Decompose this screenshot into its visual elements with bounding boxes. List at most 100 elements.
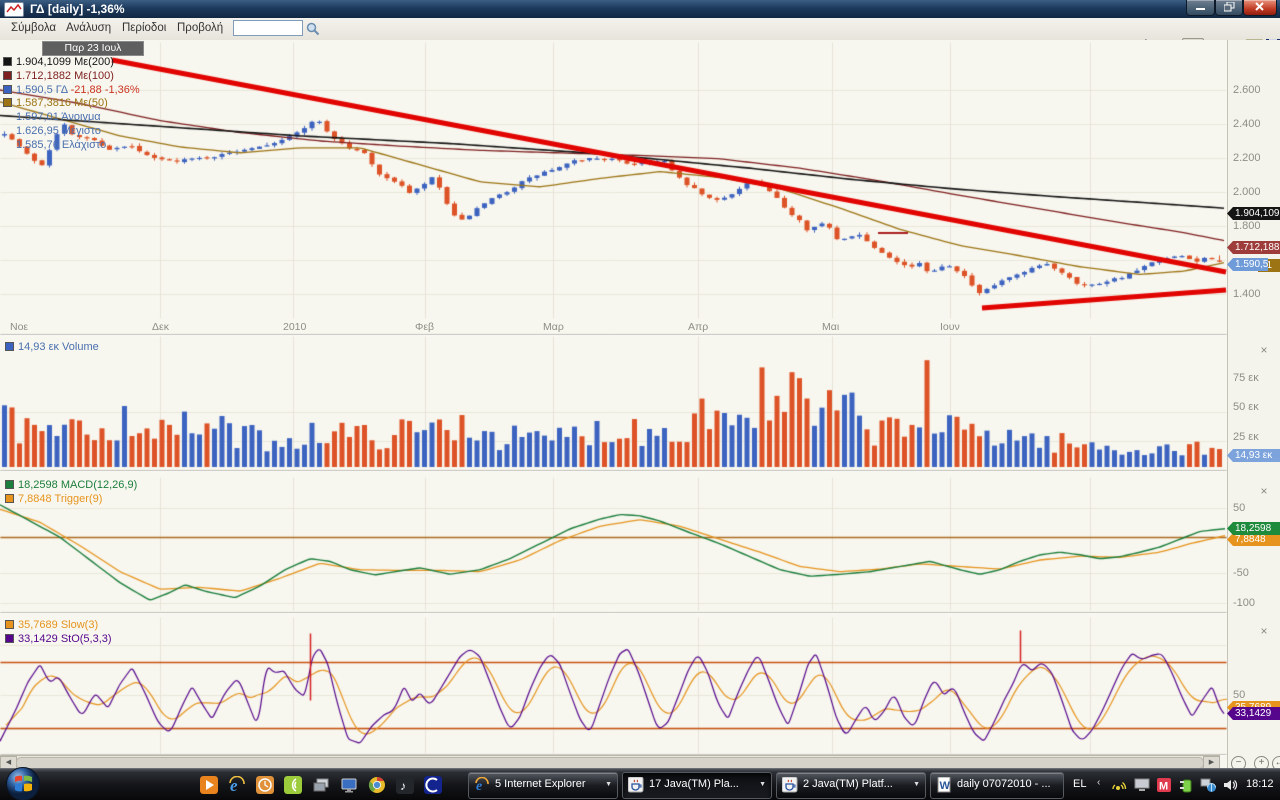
macd-axis-tick: -100 bbox=[1233, 597, 1256, 609]
time-axis-label: Νοε bbox=[10, 321, 29, 333]
minimize-button[interactable] bbox=[1186, 0, 1215, 16]
speaker-tray-icon[interactable] bbox=[1222, 777, 1239, 793]
price-axis-tick: 1.400 bbox=[1233, 288, 1261, 300]
green-app-icon[interactable] bbox=[284, 776, 302, 794]
network-tray-icon[interactable] bbox=[1200, 777, 1217, 793]
search-icon[interactable] bbox=[306, 22, 320, 41]
macd-axis-tick: -50 bbox=[1233, 567, 1249, 579]
media-play-icon[interactable] bbox=[200, 776, 218, 794]
slow-label: 35,7689 Slow(3) bbox=[5, 619, 98, 632]
taskbar-button-2[interactable]: 17 Java(TM) Pla... ▼ bbox=[622, 772, 772, 799]
price-axis-strip bbox=[1227, 40, 1280, 768]
remote-desktop-icon[interactable] bbox=[340, 776, 358, 794]
wireless-signal-tray-icon[interactable] bbox=[1112, 777, 1129, 793]
legend-swatch bbox=[3, 98, 12, 108]
svg-text:♪: ♪ bbox=[400, 779, 406, 793]
time-axis-label: Δεκ bbox=[152, 321, 169, 333]
volume-swatch bbox=[5, 342, 14, 351]
legend-row: 1.585,76 Ελάχιστο bbox=[16, 138, 107, 151]
java-icon bbox=[627, 776, 644, 793]
media-note-icon[interactable]: ♪ bbox=[396, 776, 414, 794]
close-button[interactable] bbox=[1243, 0, 1277, 16]
volume-axis-tick: 25 εκ bbox=[1233, 431, 1259, 443]
window-title: ΓΔ [daily] -1,36% bbox=[30, 2, 125, 16]
legend-swatch bbox=[3, 84, 12, 94]
last-price-tag: 1.590,5 bbox=[1227, 258, 1268, 271]
blue-c-app-icon[interactable] bbox=[424, 776, 442, 794]
chart-region: Παρ 23 Ιουλ 1.904,1099 Με(200) 1.712,1882… bbox=[0, 40, 1280, 771]
taskbar-button-label: 2 Java(TM) Platf... bbox=[803, 778, 893, 790]
volume-label: 14,93 εκ Volume bbox=[5, 341, 99, 354]
title-bar[interactable]: ΓΔ [daily] -1,36% bbox=[0, 0, 1280, 18]
legend-row: 1.904,1099 Με(200) bbox=[3, 56, 114, 69]
price-axis-tick: 1.800 bbox=[1233, 220, 1261, 232]
macd-tag: 18,2598 bbox=[1227, 522, 1280, 535]
restore-button[interactable] bbox=[1215, 0, 1243, 16]
svg-text:e: e bbox=[230, 776, 238, 794]
java-icon bbox=[781, 776, 798, 793]
sto-tag: 33,1429 bbox=[1227, 707, 1280, 720]
volume-panel-close-icon[interactable]: × bbox=[1260, 343, 1268, 357]
time-axis-label: 2010 bbox=[283, 321, 307, 333]
volume-axis-tick: 75 εκ bbox=[1233, 372, 1259, 384]
menu-item-2[interactable]: Ανάλυση bbox=[66, 22, 112, 34]
messenger-m-tray-icon[interactable]: M bbox=[1156, 777, 1173, 793]
internet-explorer-icon[interactable]: e bbox=[228, 776, 246, 794]
menu-item-1[interactable]: Σύμβολα bbox=[11, 22, 57, 34]
legend-row: 1.590,5 ΓΔ -21,88 -1,36% bbox=[3, 84, 140, 97]
taskbar-group-dropdown-icon[interactable]: ▼ bbox=[759, 781, 766, 788]
taskbar-group-dropdown-icon[interactable]: ▼ bbox=[605, 781, 612, 788]
ma200-price-tag: 1.904,109 bbox=[1227, 207, 1280, 220]
taskbar-group-dropdown-icon[interactable]: ▼ bbox=[913, 781, 920, 788]
tray-expand-chevron[interactable]: ‹ bbox=[1097, 777, 1101, 788]
taskbar-button-1[interactable]: e 5 Internet Explorer ▼ bbox=[468, 772, 618, 799]
macd-axis-tick: 50 bbox=[1233, 502, 1246, 514]
stoch-axis-tick: 50 bbox=[1233, 689, 1246, 701]
stoch-panel-close-icon[interactable]: × bbox=[1260, 624, 1268, 638]
svg-text:M: M bbox=[1159, 781, 1168, 793]
horizontal-scrollbar[interactable]: ◀ ▶ bbox=[0, 755, 1220, 770]
chart-canvas[interactable] bbox=[0, 40, 1227, 768]
slow-label-swatch bbox=[5, 620, 14, 629]
power-plug-tray-icon[interactable] bbox=[1178, 777, 1195, 793]
macd-label: 18,2598 MACD(12,26,9) bbox=[5, 479, 137, 492]
menu-item-4[interactable]: Προβολή bbox=[177, 22, 224, 34]
price-axis-tick: 2.600 bbox=[1233, 84, 1261, 96]
trigger-label-swatch bbox=[5, 494, 14, 503]
svg-text:W: W bbox=[940, 780, 951, 792]
time-axis-label: Απρ bbox=[688, 321, 709, 333]
macd-panel-close-icon[interactable]: × bbox=[1260, 484, 1268, 498]
app-chart-icon bbox=[4, 2, 24, 17]
start-button[interactable] bbox=[5, 766, 41, 800]
legend-row: 1.626,95 Μέγιστο bbox=[16, 125, 101, 137]
zoom-out-button[interactable]: − bbox=[1231, 756, 1246, 771]
language-indicator[interactable]: EL bbox=[1073, 778, 1087, 790]
clock-app-icon[interactable] bbox=[256, 776, 274, 794]
display-tray-icon[interactable] bbox=[1134, 777, 1151, 793]
time-axis-label: Μαρ bbox=[543, 321, 564, 333]
window-switcher-icon[interactable] bbox=[312, 776, 330, 794]
svg-text:e: e bbox=[476, 779, 482, 793]
volume-tag: 14,93 εκ bbox=[1227, 449, 1280, 462]
trigger-label: 7,8848 Trigger(9) bbox=[5, 493, 102, 506]
time-axis-label: Μαι bbox=[822, 321, 840, 333]
symbol-search-input[interactable] bbox=[233, 20, 303, 36]
legend-swatch bbox=[3, 70, 12, 80]
taskbar-clock[interactable]: 18:12 bbox=[1246, 778, 1274, 790]
price-axis-tick: 2.200 bbox=[1233, 152, 1261, 164]
ma100-price-tag: 1.712,188 bbox=[1227, 241, 1280, 254]
menu-item-3[interactable]: Περίοδοι bbox=[122, 22, 167, 34]
ie-icon: e bbox=[474, 776, 490, 794]
chrome-icon[interactable] bbox=[368, 776, 386, 794]
taskbar-button-3[interactable]: 2 Java(TM) Platf... ▼ bbox=[776, 772, 926, 799]
trigger-tag: 7,8848 bbox=[1227, 533, 1280, 546]
sto-label-swatch bbox=[5, 634, 14, 643]
taskbar-button-label: 17 Java(TM) Pla... bbox=[649, 778, 739, 790]
legend-row: 1.587,3816 Με(50) bbox=[3, 97, 108, 110]
sto-label: 33,1429 StO(5,3,3) bbox=[5, 633, 112, 646]
time-axis-label: Ιουν bbox=[940, 321, 960, 333]
